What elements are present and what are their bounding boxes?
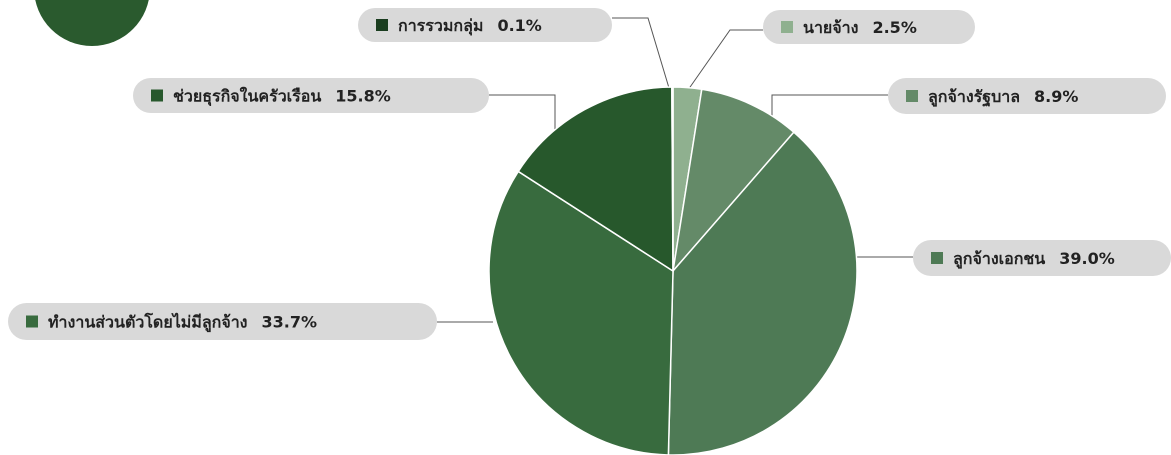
label-marker xyxy=(781,21,793,33)
slice-label: ช่วยธุรกิจในครัวเรือน 15.8% xyxy=(173,86,391,106)
value-label: 39.0% xyxy=(1059,249,1115,268)
pie-slice xyxy=(517,86,674,273)
label-pill xyxy=(8,303,437,340)
leader-line xyxy=(771,94,888,124)
slice-label: ลูกจ้างรัฐบาล 8.9% xyxy=(928,87,1078,108)
category-label: การรวมกลุ่ม xyxy=(398,16,483,36)
value-label: 15.8% xyxy=(335,86,391,105)
category-label: นายจ้าง xyxy=(803,18,858,37)
pie-slice xyxy=(671,86,674,272)
label-marker xyxy=(931,252,943,264)
pie-slice xyxy=(671,88,795,274)
value-label: 33.7% xyxy=(262,312,318,331)
category-label: ช่วยธุรกิจในครัวเรือน xyxy=(173,86,321,106)
label-marker xyxy=(151,89,163,102)
label-pill xyxy=(133,78,489,113)
slice-label: ลูกจ้างเอกชน 39.0% xyxy=(953,249,1115,270)
label-pill xyxy=(913,240,1171,276)
slice-label: การรวมกลุ่ม 0.1% xyxy=(398,16,542,36)
label-marker xyxy=(906,90,918,102)
label-pill xyxy=(763,10,975,44)
value-label: 0.1% xyxy=(497,16,541,35)
category-label: ทำงานส่วนตัวโดยไม่มีลูกจ้าง xyxy=(48,311,248,333)
pie-slice xyxy=(667,131,858,455)
value-label: 2.5% xyxy=(872,18,916,37)
slice-label: นายจ้าง 2.5% xyxy=(803,18,917,37)
category-label: ลูกจ้างเอกชน xyxy=(953,249,1045,270)
leader-line xyxy=(612,17,670,89)
pie-slice xyxy=(488,170,674,455)
leader-line xyxy=(687,29,763,91)
value-label: 8.9% xyxy=(1034,87,1078,106)
decoration-circle xyxy=(35,0,149,46)
label-marker xyxy=(376,19,388,31)
label-pill xyxy=(358,8,612,42)
leader-line xyxy=(489,94,556,131)
category-label: ลูกจ้างรัฐบาล xyxy=(928,87,1020,108)
slice-label: ทำงานส่วนตัวโดยไม่มีลูกจ้าง 33.7% xyxy=(48,311,317,333)
label-pill xyxy=(888,78,1166,114)
label-marker xyxy=(26,315,38,328)
